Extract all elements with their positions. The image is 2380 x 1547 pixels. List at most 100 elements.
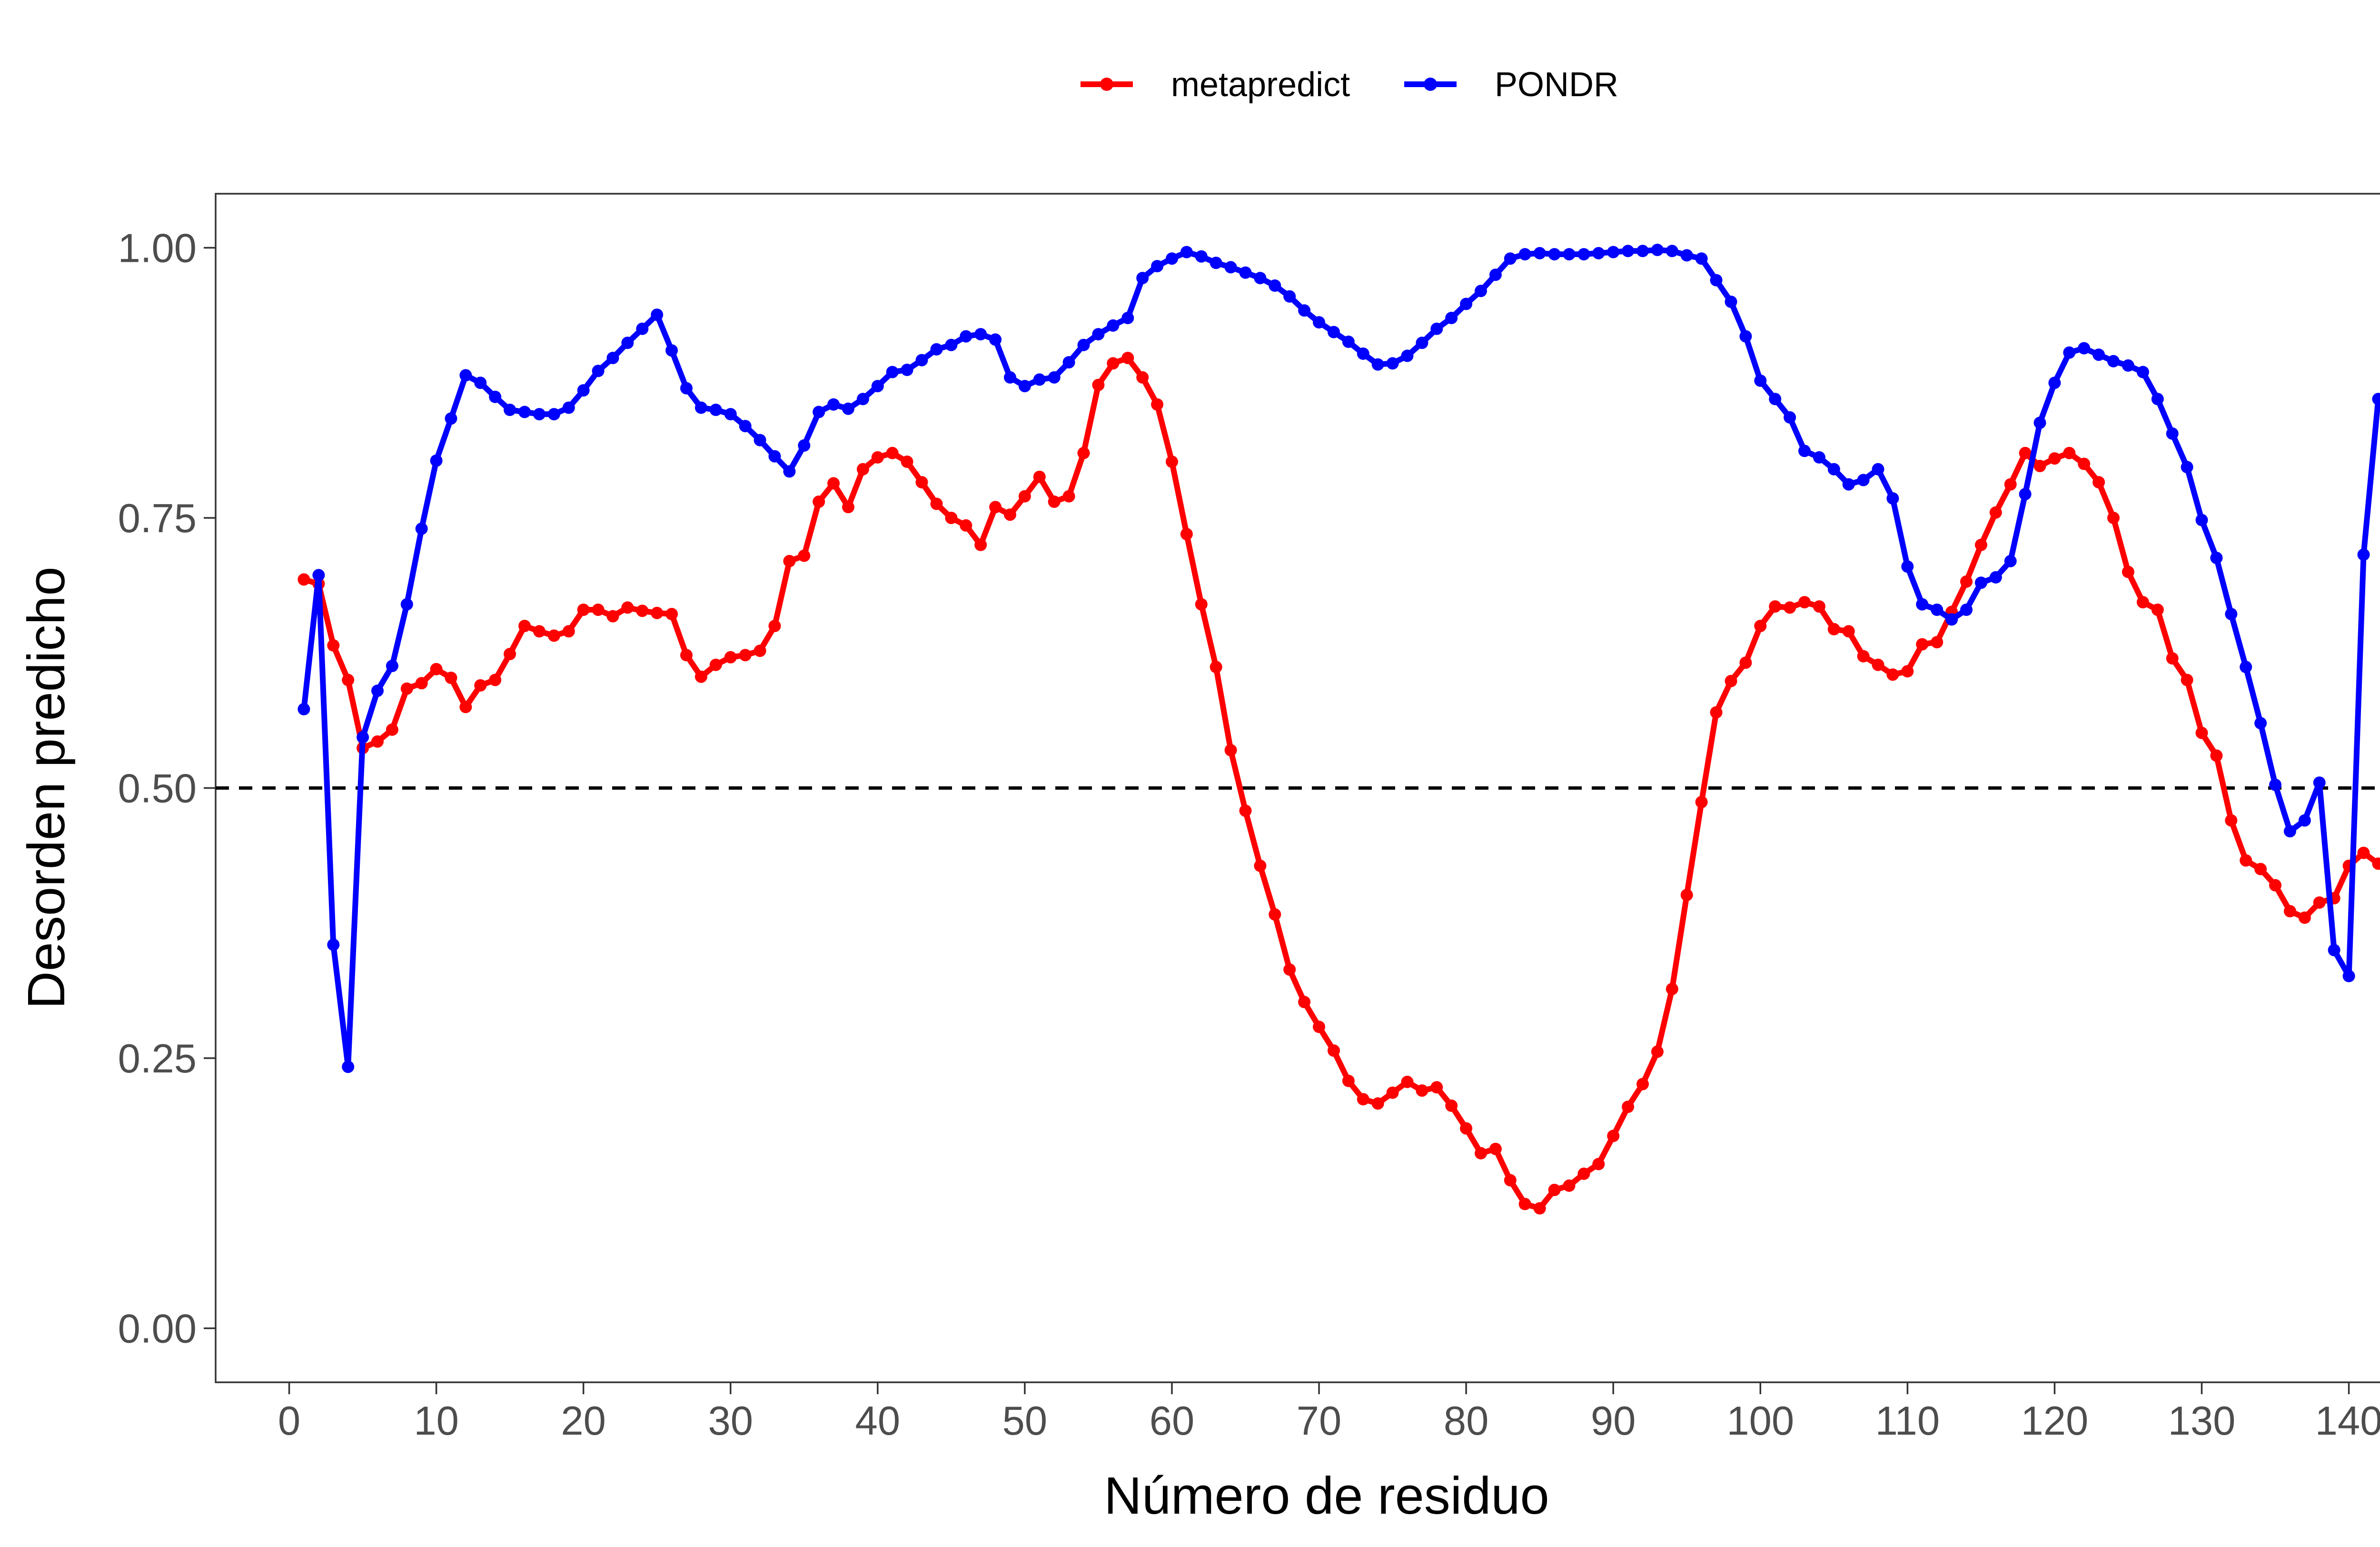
data-point [2092,348,2105,361]
data-point [1769,393,1782,406]
data-point [459,369,472,382]
data-point [1401,1075,1414,1088]
data-point [2254,863,2267,875]
data-point [562,401,575,414]
data-point [1430,322,1443,335]
data-point [709,658,722,671]
x-tick-label: 140 [2315,1398,2380,1444]
data-point [1018,490,1031,503]
data-point [415,677,428,690]
data-point [1195,250,1208,263]
x-tick-label: 10 [414,1398,459,1444]
data-point [2004,478,2017,491]
data-point [2048,377,2061,389]
data-point [1062,356,1075,369]
data-point [1813,451,1825,464]
data-point [1710,274,1723,287]
data-point [518,620,531,632]
data-point [2063,446,2076,459]
data-point [1283,963,1296,976]
data-point [606,352,619,364]
data-point [680,382,693,395]
data-point [1784,411,1796,424]
x-tick-label: 40 [855,1398,901,1444]
y-tick-label: 0.00 [118,1307,197,1352]
data-point [2136,596,2149,609]
data-point [342,674,355,686]
data-point [1813,600,1825,613]
data-point [1592,1158,1605,1170]
data-point [1254,859,1267,872]
data-point [504,404,516,416]
data-point [1842,478,1855,491]
data-point [2269,879,2281,892]
data-point [1033,373,1046,386]
data-point [960,519,972,532]
data-point [1931,604,1944,616]
data-point [1151,260,1164,273]
data-point [886,366,899,378]
data-point [489,390,502,403]
data-point [1077,446,1090,459]
x-tick-label: 20 [561,1398,606,1444]
data-point [430,663,443,675]
data-point [1062,490,1075,503]
data-point [489,674,502,686]
data-point [1445,312,1458,324]
data-point [2240,854,2252,867]
data-point [533,625,545,638]
data-point [709,404,722,416]
data-point [856,463,869,476]
data-point [518,406,531,418]
x-tick-label: 90 [1591,1398,1636,1444]
data-point [1563,248,1576,261]
data-point [1254,272,1267,285]
data-point [2166,652,2179,665]
data-point [1224,261,1237,274]
x-tick-label: 110 [1875,1398,1940,1444]
data-point [768,450,781,463]
data-point [1784,601,1796,614]
data-point [1577,248,1590,261]
data-point [1004,508,1016,521]
data-point [592,365,605,377]
data-point [547,629,560,642]
data-point [2254,717,2267,730]
data-point [2283,905,2296,918]
x-axis: 0 10 20 30 40 50 60 70 80 90 100 110 120 130 140 [278,1382,2380,1444]
data-point [2107,355,2120,367]
data-point [1107,319,1120,332]
data-point [842,402,854,415]
data-point [1725,296,1737,308]
data-point [562,625,575,638]
data-point [665,608,678,620]
data-point [768,620,781,632]
data-point [2269,778,2281,791]
data-point [547,408,560,421]
data-point [621,601,634,614]
data-point [1916,638,1929,651]
x-tick-label: 100 [1726,1398,1794,1444]
data-point [1886,492,1899,505]
data-point [1945,613,1958,626]
data-point [1827,623,1840,635]
data-point [724,651,737,664]
data-point [1931,636,1944,649]
data-point [445,412,457,425]
data-point [1518,248,1531,261]
data-point [371,735,384,748]
data-point [298,703,310,715]
data-point [871,380,884,393]
legend: metapredict PONDR [1081,66,1618,104]
data-point [386,660,398,672]
data-point [1872,658,1884,671]
x-tick-label: 50 [1002,1398,1048,1444]
data-point [2166,427,2179,440]
data-point [651,606,664,619]
series-group [298,244,2380,1215]
data-point [1298,996,1311,1008]
data-point [1622,245,1635,258]
y-axis: 0.00 0.25 0.50 0.75 1.00 [118,226,216,1352]
data-point [1195,598,1208,611]
